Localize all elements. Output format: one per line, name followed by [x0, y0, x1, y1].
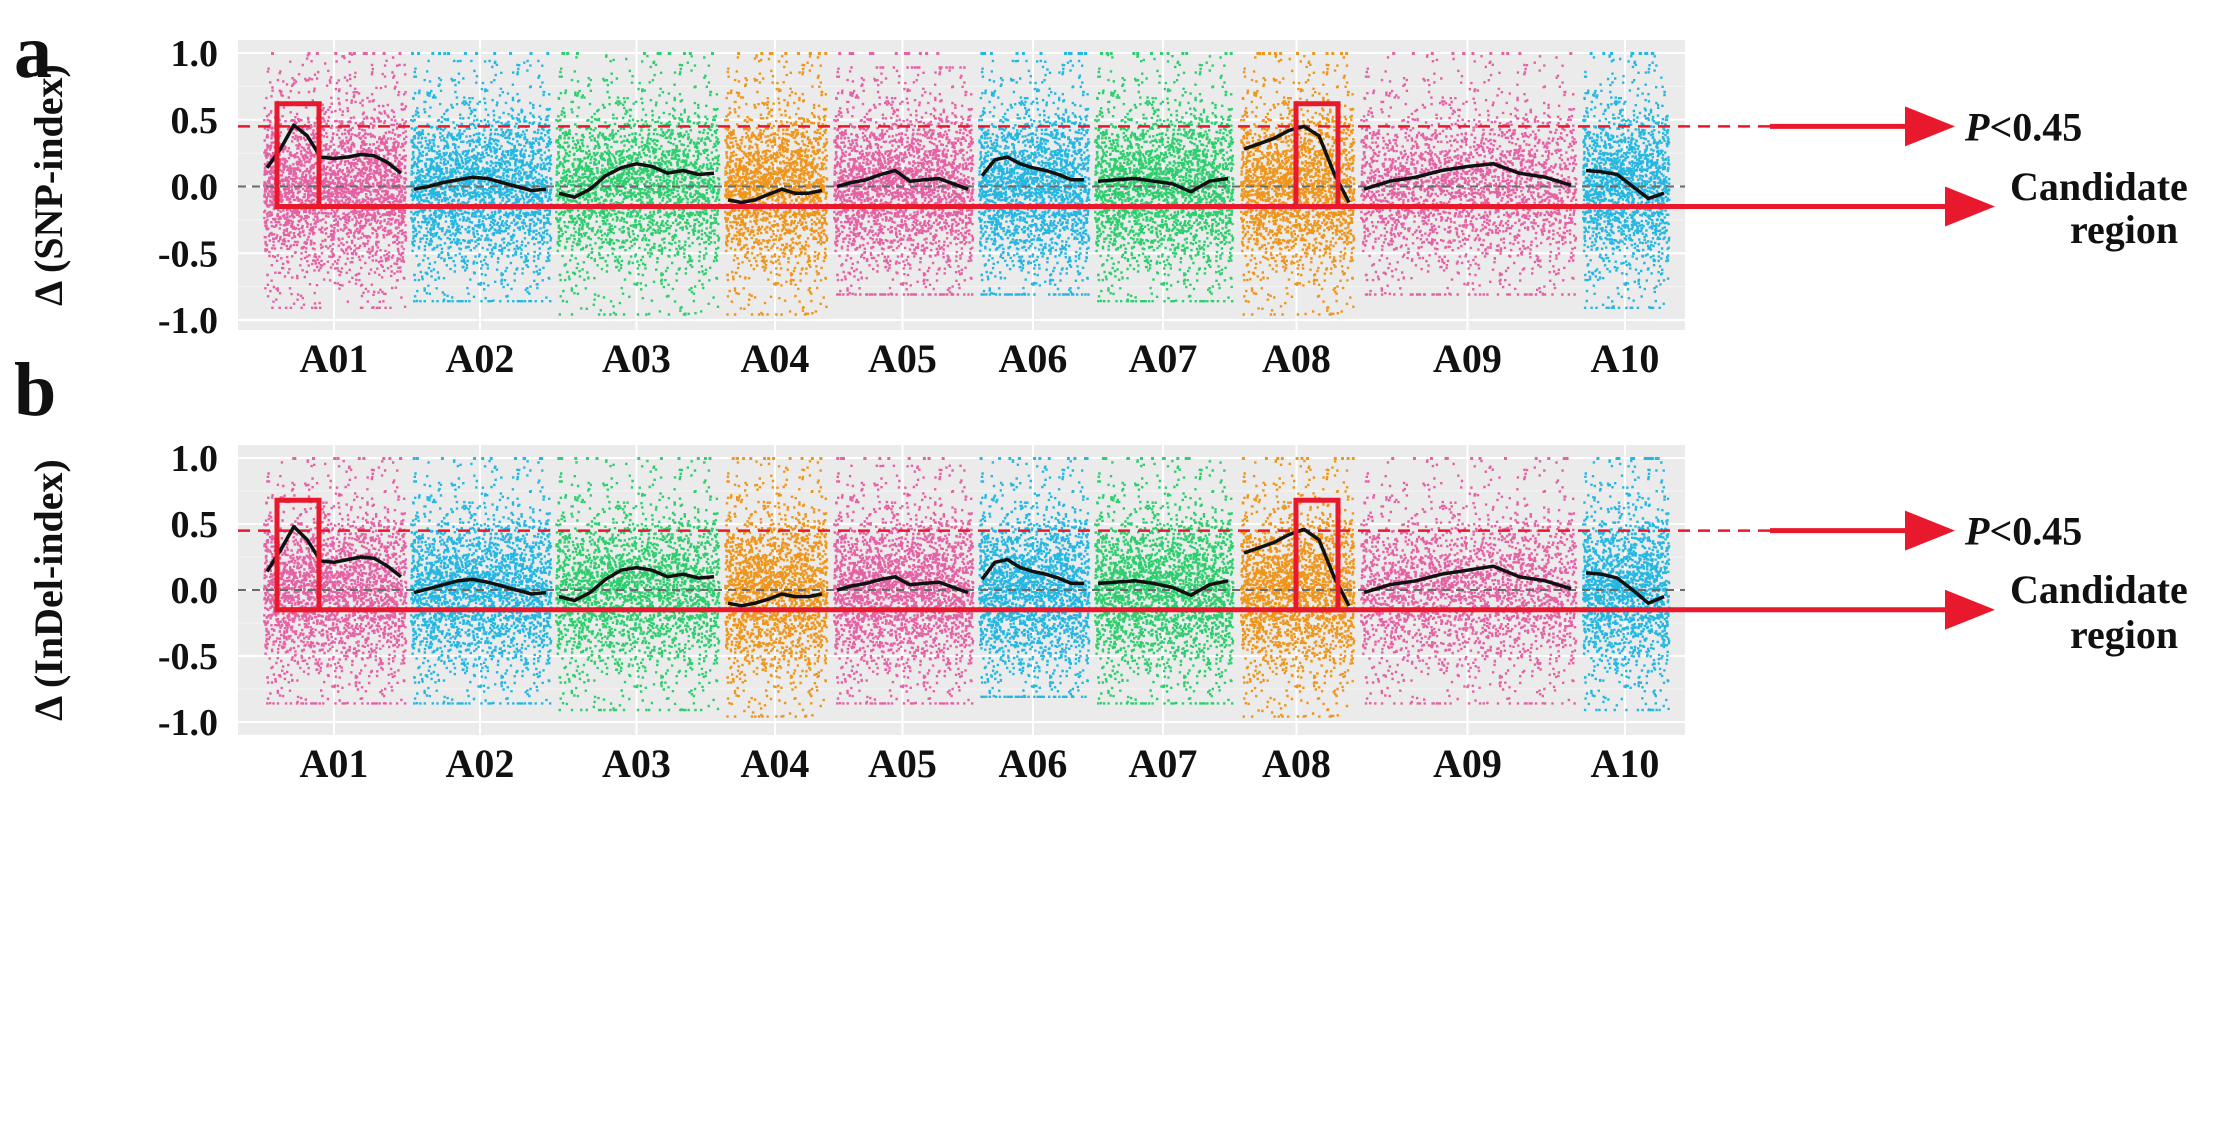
smoothed-line-A04	[727, 187, 823, 205]
chromosome-label-A07: A07	[1129, 336, 1198, 381]
y-axis-label: Δ (InDel-index)	[26, 459, 71, 721]
y-axis-label: Δ (SNP-index)	[26, 64, 71, 306]
chromosome-label-A04: A04	[741, 741, 810, 786]
chromosome-label-A08: A08	[1262, 336, 1331, 381]
smoothed-line-A04	[727, 592, 823, 608]
scatter-points-A03	[555, 457, 721, 712]
y-tick-label: 1.0	[171, 438, 219, 480]
threshold-annotation: P<0.45	[1964, 509, 2082, 554]
p-value: <0.45	[1989, 104, 2082, 149]
scatter-points-A03	[555, 52, 721, 316]
chromosome-label-A05: A05	[868, 741, 937, 786]
y-tick-label: 0.0	[171, 167, 219, 209]
chromosome-label-A04: A04	[741, 336, 810, 381]
chromosome-label-A01: A01	[300, 336, 369, 381]
candidate-label-line1: Candidate	[2010, 567, 2188, 612]
scatter-points-A09	[1360, 457, 1578, 705]
panel-a: 1.0 0.5 0.0 -0.5 -1.0 Δ (SNP-index)a A01 A02 A03…	[14, 10, 2188, 381]
panel-b: 1.0 0.5 0.0 -0.5 -1.0 Δ (InDel-index) b A01 A02 A…	[14, 348, 2188, 786]
smoothed-line-A01	[265, 123, 403, 175]
p-value: <0.45	[1989, 509, 2082, 554]
y-tick-label: -1.0	[158, 300, 218, 342]
scatter-points-A01	[263, 52, 408, 309]
chromosome-label-A06: A06	[999, 336, 1068, 381]
y-tick-label: 0.5	[171, 100, 219, 142]
scatter-points-A06	[978, 457, 1091, 698]
scatter-points-A01	[263, 457, 408, 705]
chromosome-label-A08: A08	[1262, 741, 1331, 786]
chromosome-label-A06: A06	[999, 741, 1068, 786]
chromosome-label-A10: A10	[1591, 741, 1660, 786]
p-symbol: P	[1964, 104, 1990, 149]
scatter-points-A04	[724, 457, 829, 718]
smoothed-line-A01	[265, 524, 403, 579]
chromosome-label-A03: A03	[602, 336, 671, 381]
candidate-label-line2: region	[2070, 207, 2178, 252]
smoothed-line-A05	[836, 168, 969, 191]
scatter-points-A05	[833, 52, 975, 296]
smoothed-line-A03	[558, 162, 715, 199]
y-tick-label: 1.0	[171, 33, 219, 75]
scatter-points-A07	[1094, 52, 1235, 303]
smoothed-line-A10	[1585, 168, 1665, 201]
chromosome-label-A07: A07	[1129, 741, 1198, 786]
chromosome-label-A01: A01	[300, 741, 369, 786]
threshold-arrow-head	[1905, 106, 1955, 147]
smoothed-line-A07	[1097, 176, 1229, 194]
smoothed-line-A03	[558, 565, 715, 603]
chromosome-label-A05: A05	[868, 336, 937, 381]
chromosome-label-A02: A02	[446, 741, 515, 786]
chromosome-label-A09: A09	[1433, 336, 1502, 381]
threshold-arrow-head	[1905, 510, 1955, 551]
chromosome-label-A02: A02	[446, 336, 515, 381]
y-tick-label: 0.5	[171, 504, 219, 546]
y-tick-label: -1.0	[158, 702, 218, 744]
scatter-points-A07	[1094, 457, 1235, 705]
smoothed-line-A02	[413, 577, 547, 596]
y-tick-label: -0.5	[158, 636, 218, 678]
candidate-arrow-head	[1945, 589, 1995, 630]
chromosome-label-A09: A09	[1433, 741, 1502, 786]
smoothed-line-A09	[1363, 564, 1572, 595]
p-symbol: P	[1964, 509, 1990, 554]
smoothed-line-A09	[1363, 162, 1572, 191]
chromosome-label-A10: A10	[1591, 336, 1660, 381]
scatter-points-A04	[724, 52, 829, 316]
chromosome-label-A03: A03	[602, 741, 671, 786]
candidate-label-line2: region	[2070, 612, 2178, 657]
scatter-points-A06	[978, 52, 1091, 296]
threshold-annotation: P<0.45	[1964, 104, 2082, 149]
candidate-arrow-head	[1945, 186, 1995, 227]
smoothed-line-A02	[413, 175, 547, 193]
smoothed-line-A10	[1585, 571, 1665, 605]
y-tick-label: 0.0	[171, 570, 219, 612]
panel-letter: b	[14, 348, 56, 432]
candidate-label-line1: Candidate	[2010, 164, 2188, 209]
smoothed-line-A05	[836, 575, 969, 595]
panel-letter: a	[14, 10, 52, 94]
smoothed-line-A06	[980, 155, 1084, 182]
smoothed-line-A07	[1097, 579, 1229, 598]
smoothed-line-A06	[980, 557, 1084, 586]
y-tick-label: -0.5	[158, 233, 218, 275]
